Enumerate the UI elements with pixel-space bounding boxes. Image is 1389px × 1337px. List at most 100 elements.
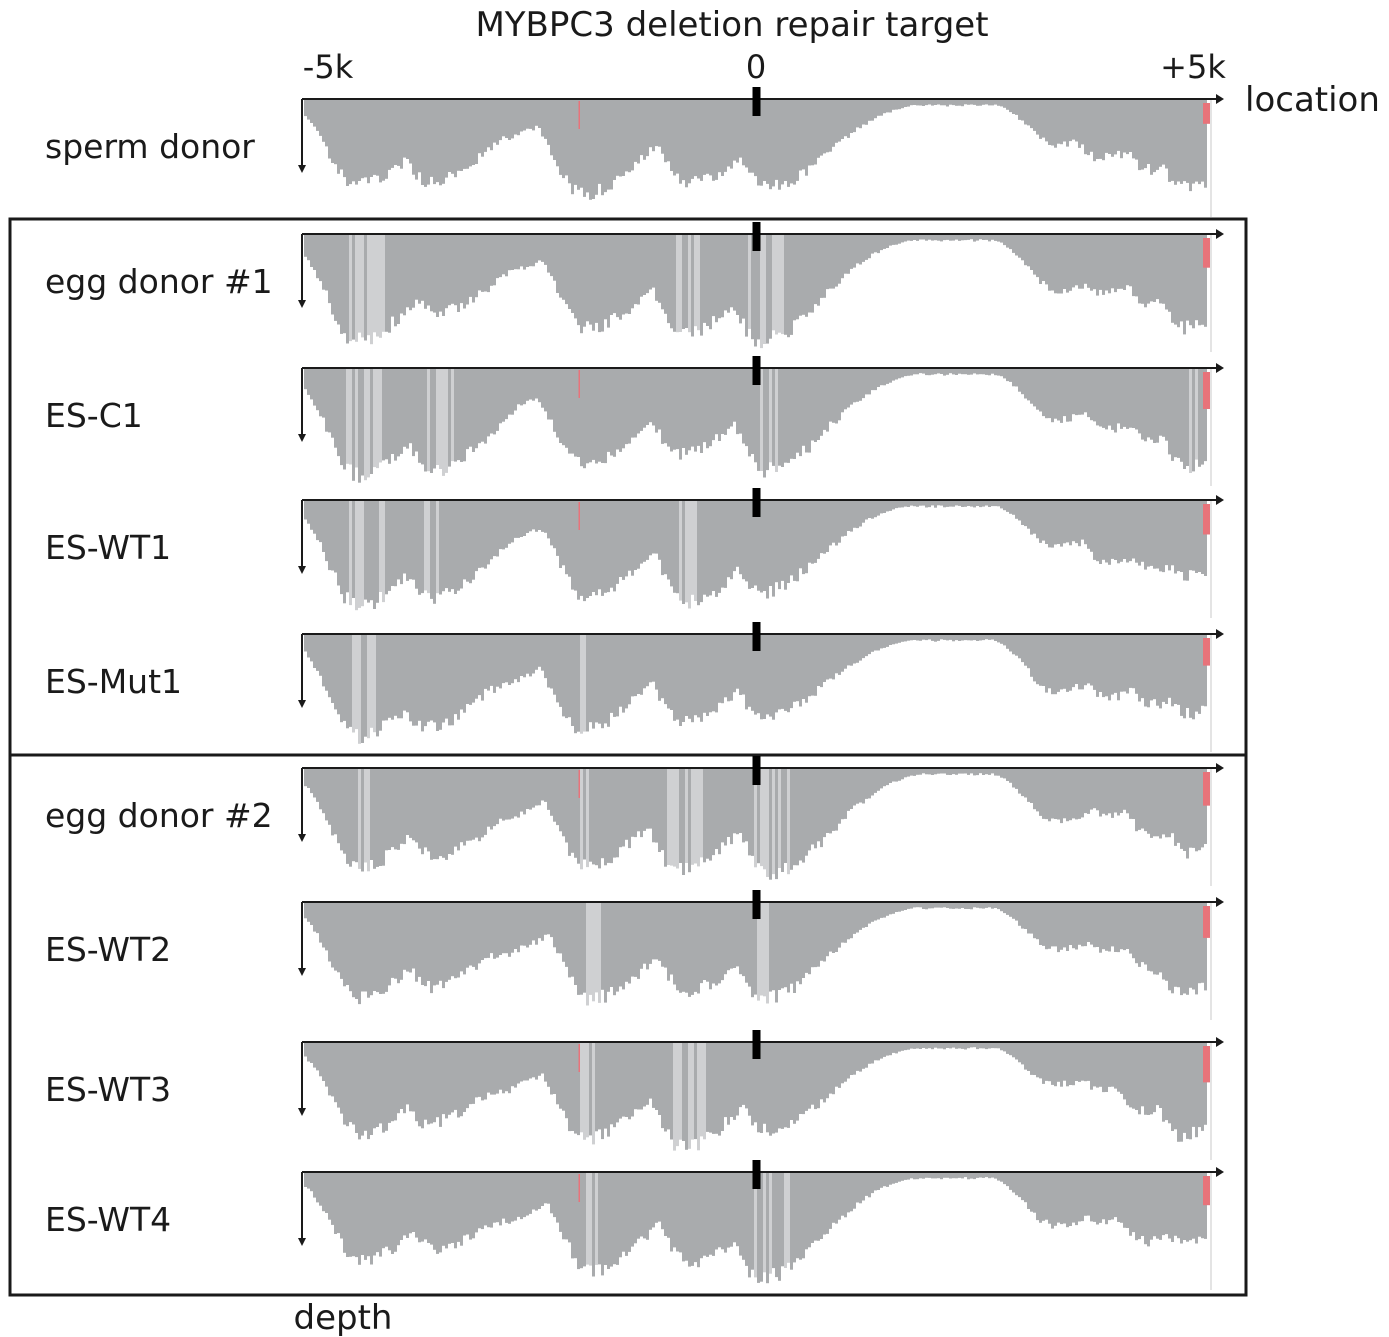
coverage-bar <box>790 1043 793 1120</box>
coverage-bar <box>922 501 925 506</box>
coverage-bar <box>712 369 715 441</box>
coverage-bar <box>721 100 724 176</box>
coverage-bar <box>649 1173 652 1230</box>
coverage-bar <box>733 635 736 693</box>
coverage-bar <box>820 635 823 688</box>
coverage-bar <box>562 903 565 962</box>
coverage-bar <box>841 100 844 139</box>
coverage-bar <box>355 369 358 468</box>
coverage-bar <box>442 903 445 989</box>
coverage-bar <box>820 501 823 554</box>
coverage-bar <box>730 903 733 969</box>
coverage-bar <box>1168 769 1171 838</box>
coverage-bar <box>481 1173 484 1230</box>
coverage-bar <box>445 369 448 473</box>
coverage-bar <box>940 769 943 774</box>
coverage-bar <box>655 235 658 301</box>
coverage-bar <box>505 501 508 548</box>
mismatch-mark <box>1203 372 1210 410</box>
coverage-bar <box>793 1173 796 1263</box>
coverage-bar <box>358 635 361 744</box>
coverage-bar <box>910 235 913 241</box>
coverage-bar <box>751 369 754 454</box>
coverage-bar <box>472 235 475 303</box>
coverage-bar <box>958 1173 961 1178</box>
coverage-bar <box>391 1043 394 1122</box>
coverage-bar <box>421 235 424 301</box>
coverage-bar <box>820 369 823 436</box>
coverage-bar <box>367 369 370 478</box>
coverage-bar <box>1183 100 1186 182</box>
coverage-bar <box>1114 635 1117 693</box>
coverage-bar <box>493 369 496 435</box>
coverage-bar <box>412 100 415 175</box>
coverage-bar <box>1018 501 1021 521</box>
coverage-bar <box>457 501 460 591</box>
coverage-bar <box>526 1043 529 1081</box>
coverage-bar <box>445 100 448 178</box>
coverage-bar <box>712 1043 715 1134</box>
coverage-bar <box>487 501 490 565</box>
coverage-bar <box>364 235 367 341</box>
coverage-bar <box>586 769 589 868</box>
coverage-bar <box>976 369 979 375</box>
coverage-bar <box>937 100 940 105</box>
coverage-bar <box>472 100 475 165</box>
coverage-bar <box>946 235 949 240</box>
coverage-bar <box>397 635 400 719</box>
coverage-bar <box>1063 1043 1066 1081</box>
coverage-bar <box>610 235 613 315</box>
coverage-bar <box>1126 903 1129 949</box>
coverage-bar <box>571 235 574 313</box>
coverage-bar <box>1051 769 1054 819</box>
coverage-bar <box>982 1043 985 1049</box>
coverage-bar <box>889 1173 892 1185</box>
coverage-bar <box>1138 903 1141 967</box>
coverage-bar <box>1147 235 1150 304</box>
coverage-bar <box>1165 235 1168 310</box>
coverage-bar <box>730 1173 733 1247</box>
coverage-bar <box>490 1043 493 1095</box>
coverage-bar <box>769 635 772 717</box>
coverage-bar <box>1120 1173 1123 1223</box>
coverage-bar <box>1165 100 1168 169</box>
coverage-bar <box>973 1173 976 1180</box>
coverage-bar <box>448 501 451 592</box>
coverage-bar <box>865 369 868 395</box>
target-marker <box>752 1160 761 1189</box>
coverage-bar <box>982 635 985 641</box>
coverage-bar <box>1063 1173 1066 1224</box>
coverage-bar <box>1177 235 1180 328</box>
coverage-bar <box>607 635 610 727</box>
coverage-bar <box>877 635 880 651</box>
coverage-bar <box>556 635 559 703</box>
coverage-bar <box>316 369 319 411</box>
coverage-bar <box>892 100 895 110</box>
coverage-bar <box>586 903 589 1006</box>
coverage-bar <box>565 369 568 448</box>
coverage-bar <box>334 501 337 573</box>
coverage-bar <box>811 501 814 564</box>
coverage-bar <box>400 769 403 844</box>
coverage-bar <box>1144 1043 1147 1115</box>
coverage-bar <box>943 235 946 241</box>
coverage-bar <box>1141 1043 1144 1107</box>
coverage-bar <box>1048 369 1051 419</box>
coverage-bar <box>679 100 682 184</box>
coverage-bar <box>592 1043 595 1145</box>
coverage-bar <box>1156 1043 1159 1106</box>
coverage-bar <box>565 501 568 575</box>
coverage-bar <box>334 235 337 321</box>
coverage-bar <box>988 100 991 106</box>
coverage-bar <box>718 501 721 593</box>
coverage-bar <box>598 1173 601 1265</box>
coverage-bar <box>871 769 874 796</box>
coverage-bar <box>508 903 511 957</box>
coverage-bar <box>1078 235 1081 289</box>
coverage-bar <box>937 635 940 641</box>
coverage-bar <box>1144 769 1147 832</box>
coverage-bar <box>1102 635 1105 698</box>
coverage-bar <box>967 769 970 775</box>
coverage-bar <box>619 369 622 452</box>
coverage-bar <box>1111 501 1114 559</box>
